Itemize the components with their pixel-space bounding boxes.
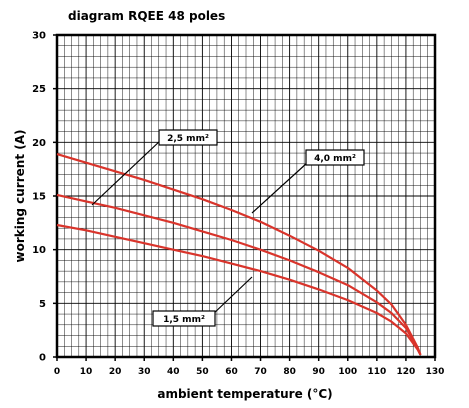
x-tick-label: 40 [167,367,180,377]
x-tick-label: 50 [196,367,209,377]
callout-leader-line [210,276,253,317]
x-axis-label: ambient temperature (°C) [157,387,332,401]
x-tick-label: 100 [338,367,357,377]
callout-label: 4,0 mm² [314,154,356,164]
series-line [56,193,422,356]
callout-label: 1,5 mm² [163,315,205,325]
callout-box [152,310,216,327]
x-tick-label: 130 [426,367,445,377]
series-line [56,153,422,356]
y-tick-label: 25 [32,84,46,95]
y-tick-label: 20 [32,138,46,149]
series-line [56,223,422,356]
ticks: 0 10 20 30 40 50 60 70 80 90 100 110 120 130 0 5 10 15 20 2… [32,31,444,378]
grid [57,35,435,357]
callout-box [158,129,218,146]
x-tick-label: 20 [109,367,122,377]
x-tick-label: 60 [225,367,238,377]
x-tick-label: 10 [80,367,93,377]
y-tick-label: 5 [39,299,46,310]
x-tick-label: 0 [54,367,60,377]
x-tick-label: 110 [367,367,386,377]
series-group [56,153,422,356]
y-tick-label: 10 [32,245,46,256]
callout-box [305,149,365,166]
callout-label: 2,5 mm² [167,134,209,144]
x-tick-label: 90 [312,367,325,377]
y-tick-label: 30 [32,31,46,42]
x-tick-label: 80 [283,367,296,377]
chart-title: diagram RQEE 48 poles [68,9,225,23]
x-tick-label: 120 [397,367,416,377]
callout-leader-line [251,162,308,214]
y-tick-label: 0 [39,353,46,364]
x-tick-label: 70 [254,367,267,377]
x-tick-label: 30 [138,367,151,377]
y-axis-label: working current (A) [13,130,27,263]
y-tick-label: 15 [32,192,46,203]
callouts: 2,5 mm² 4,0 mm² 1,5 mm² [91,129,365,327]
callout-leader-line [91,139,162,206]
